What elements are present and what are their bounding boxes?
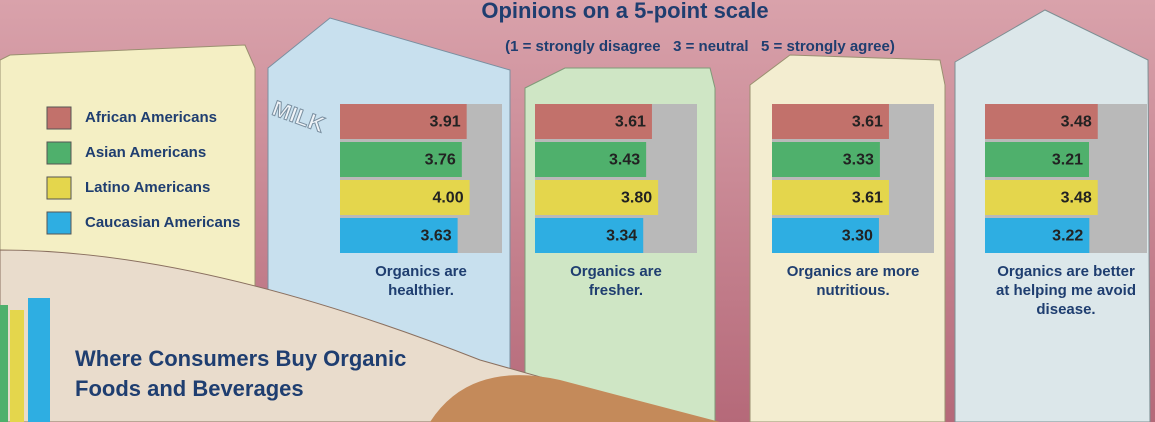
value-label: 3.43 [609, 152, 640, 169]
legend-swatch [47, 177, 71, 199]
value-label: 3.61 [852, 114, 883, 131]
category-label: Organics are fresher. [541, 262, 691, 300]
value-label: 3.48 [1061, 114, 1092, 131]
chart-subtitle: (1 = strongly disagree 3 = neutral 5 = s… [505, 38, 895, 55]
value-label: 3.22 [1052, 228, 1083, 245]
decor-bar [10, 310, 24, 422]
decor-bar [28, 298, 50, 422]
category-label: Organics are better at helping me avoid … [991, 262, 1141, 319]
value-label: 3.33 [843, 152, 874, 169]
value-label: 3.48 [1061, 190, 1092, 207]
category-label: Organics are healthier. [346, 262, 496, 300]
decor-bar [0, 305, 8, 422]
section-heading: Where Consumers Buy Organic Foods and Be… [75, 344, 415, 404]
value-label: 3.63 [420, 228, 451, 245]
value-label: 3.30 [842, 228, 873, 245]
legend-swatch [47, 212, 71, 234]
value-label: 3.76 [425, 152, 456, 169]
value-label: 3.80 [621, 190, 652, 207]
value-label: 3.34 [606, 228, 637, 245]
legend-swatch [47, 142, 71, 164]
category-label: Organics are more nutritious. [778, 262, 928, 300]
value-label: 3.61 [615, 114, 646, 131]
value-label: 3.21 [1052, 152, 1083, 169]
value-label: 4.00 [432, 190, 463, 207]
value-label: 3.61 [852, 190, 883, 207]
legend-label: African Americans [85, 109, 217, 126]
legend-swatch [47, 107, 71, 129]
chart-title: Opinions on a 5-point scale [481, 0, 768, 23]
value-label: 3.91 [430, 114, 461, 131]
infographic: MILK Opinions on a 5-point scale (1 = st… [0, 0, 1155, 422]
legend-label: Caucasian Americans [85, 214, 240, 231]
legend-label: Asian Americans [85, 144, 206, 161]
legend-label: Latino Americans [85, 179, 210, 196]
